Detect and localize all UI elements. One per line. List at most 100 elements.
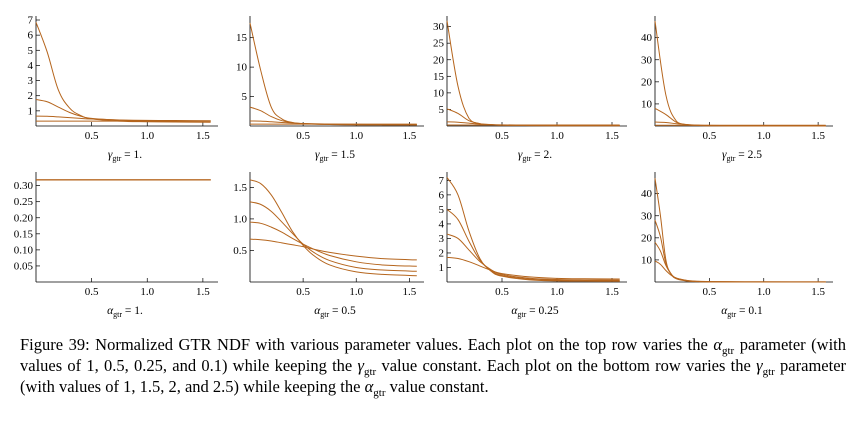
y-tick-label: 10 [433, 87, 445, 99]
y-tick-label: 2 [439, 247, 445, 259]
series-line-1 [446, 177, 620, 282]
y-tick-label: 40 [641, 32, 653, 44]
x-tick-label: 1.5 [196, 286, 210, 298]
caption-alpha-subscript-2: gtr [373, 387, 386, 399]
panel-label-value: = 1. [122, 305, 143, 317]
series-line-3 [249, 221, 417, 267]
y-tick-label: 7 [439, 175, 445, 187]
x-tick-label: 1.0 [757, 286, 771, 298]
panel-label-value: = 1.5 [328, 149, 355, 161]
figure-caption: Figure 39: Normalized GTR NDF with vario… [20, 334, 847, 399]
panel-label: γgtr = 1. [108, 149, 142, 163]
x-tick-label: 0.5 [296, 130, 310, 142]
series-line-4 [446, 256, 620, 280]
x-tick-label: 1.0 [349, 130, 363, 142]
y-tick-label: 0.10 [14, 244, 34, 256]
x-tick-label: 0.5 [495, 286, 509, 298]
chart-panel-bottom-2: 0.5 1.0 1.5 0.5 1.0 1.5 αgtr = 0.5 [233, 172, 424, 319]
x-tick-label: 1.0 [349, 286, 363, 298]
x-tick-label: 1.5 [403, 130, 417, 142]
panel-label-subscript: gtr [320, 154, 329, 163]
panel-label: αgtr = 0.5 [314, 305, 356, 319]
series-line-1 [35, 22, 211, 123]
panel-label-symbol: α [107, 305, 114, 317]
panel-label-subscript: gtr [112, 154, 121, 163]
y-tick-label: 20 [433, 54, 445, 66]
x-tick-label: 0.5 [85, 130, 99, 142]
panel-label: αgtr = 1. [107, 305, 143, 319]
y-tick-label: 1 [28, 105, 34, 117]
y-tick-label: 30 [641, 210, 653, 222]
caption-gamma-symbol-2: γ [756, 356, 763, 375]
panel-label-symbol: α [721, 305, 728, 317]
x-tick-label: 1.5 [605, 130, 619, 142]
caption-alpha-symbol: α [713, 335, 722, 354]
y-tick-label: 20 [641, 232, 653, 244]
series-line-2 [654, 220, 826, 283]
x-tick-label: 0.5 [296, 286, 310, 298]
y-tick-label: 0.30 [14, 180, 34, 192]
y-tick-label: 0.05 [14, 260, 34, 272]
y-tick-label: 1.0 [233, 213, 247, 225]
panel-label-subscript: gtr [522, 154, 531, 163]
chart-panel-top-4: 10 20 30 40 0.5 1.0 1.5 γgtr = 2.5 [641, 16, 833, 163]
series-line-2 [654, 107, 826, 127]
x-tick-label: 1.0 [550, 286, 564, 298]
y-tick-label: 10 [641, 254, 653, 266]
y-tick-label: 0.20 [14, 212, 34, 224]
caption-alpha-symbol-2: α [364, 377, 374, 396]
series-line-4 [654, 260, 826, 283]
y-tick-label: 40 [641, 188, 653, 200]
chart-panel-top-3: 5 10 15 20 25 30 0.5 1.0 1.5 γgtr = 2. [433, 16, 627, 163]
x-tick-label: 1.5 [605, 286, 619, 298]
y-tick-label: 0.5 [233, 245, 247, 257]
y-tick-label: 1 [439, 262, 445, 274]
x-tick-label: 1.5 [811, 286, 825, 298]
x-tick-label: 0.5 [495, 130, 509, 142]
x-tick-label: 1.0 [550, 130, 564, 142]
panel-label: αgtr = 0.25 [511, 305, 559, 319]
caption-mid2: value constant. Each plot on the bottom … [376, 356, 757, 375]
panel-label-value: = 2. [531, 149, 552, 161]
panel-label: γgtr = 2. [518, 149, 552, 163]
y-tick-label: 10 [236, 62, 248, 74]
x-tick-label: 1.5 [811, 130, 825, 142]
panel-label-value: = 0.5 [329, 305, 356, 317]
y-tick-label: 20 [641, 76, 653, 88]
x-tick-label: 1.0 [140, 286, 154, 298]
panel-label-value: = 0.1 [736, 305, 763, 317]
panel-label-subscript: gtr [517, 310, 526, 319]
panel-label-symbol: γ [108, 149, 113, 161]
series-line-3 [654, 241, 826, 283]
series-line-1 [446, 20, 620, 127]
series-line-1 [249, 22, 417, 126]
panel-label-value: = 1. [121, 149, 142, 161]
panel-label: αgtr = 0.1 [721, 305, 763, 319]
caption-tail: value constant. [385, 377, 489, 396]
panel-label-value: = 2.5 [735, 149, 762, 161]
series-line-3 [35, 115, 211, 122]
panel-label-subscript: gtr [727, 310, 736, 319]
x-tick-label: 1.0 [140, 130, 154, 142]
chart-panel-bottom-4: 10 20 30 40 0.5 1.0 1.5 αgtr = 0.1 [641, 172, 833, 319]
chart-panel-bottom-1: 0.05 0.10 0.15 0.20 0.25 0.30 0.5 1.0 1.5 αgtr = … [14, 172, 218, 319]
panel-label: γgtr = 2.5 [722, 149, 762, 163]
y-tick-label: 3 [439, 233, 445, 245]
y-tick-label: 30 [641, 54, 653, 66]
panel-label-symbol: γ [722, 149, 727, 161]
series-line-2 [249, 201, 417, 272]
series-line-1 [654, 178, 826, 283]
caption-alpha-subscript: gtr [721, 345, 735, 357]
series-line-1 [654, 21, 826, 127]
series-line-2 [446, 209, 620, 282]
y-tick-label: 4 [439, 218, 445, 230]
x-tick-label: 0.5 [85, 286, 99, 298]
caption-gamma-subscript-2: gtr [762, 366, 775, 378]
y-tick-label: 0.15 [14, 228, 34, 240]
y-tick-label: 4 [28, 60, 34, 72]
caption-mid3: parameter (with values of 1, 1.5, 2, and… [20, 356, 847, 396]
x-tick-label: 0.5 [703, 286, 717, 298]
y-tick-label: 2 [28, 90, 34, 102]
caption-gamma-subscript: gtr [364, 366, 377, 378]
